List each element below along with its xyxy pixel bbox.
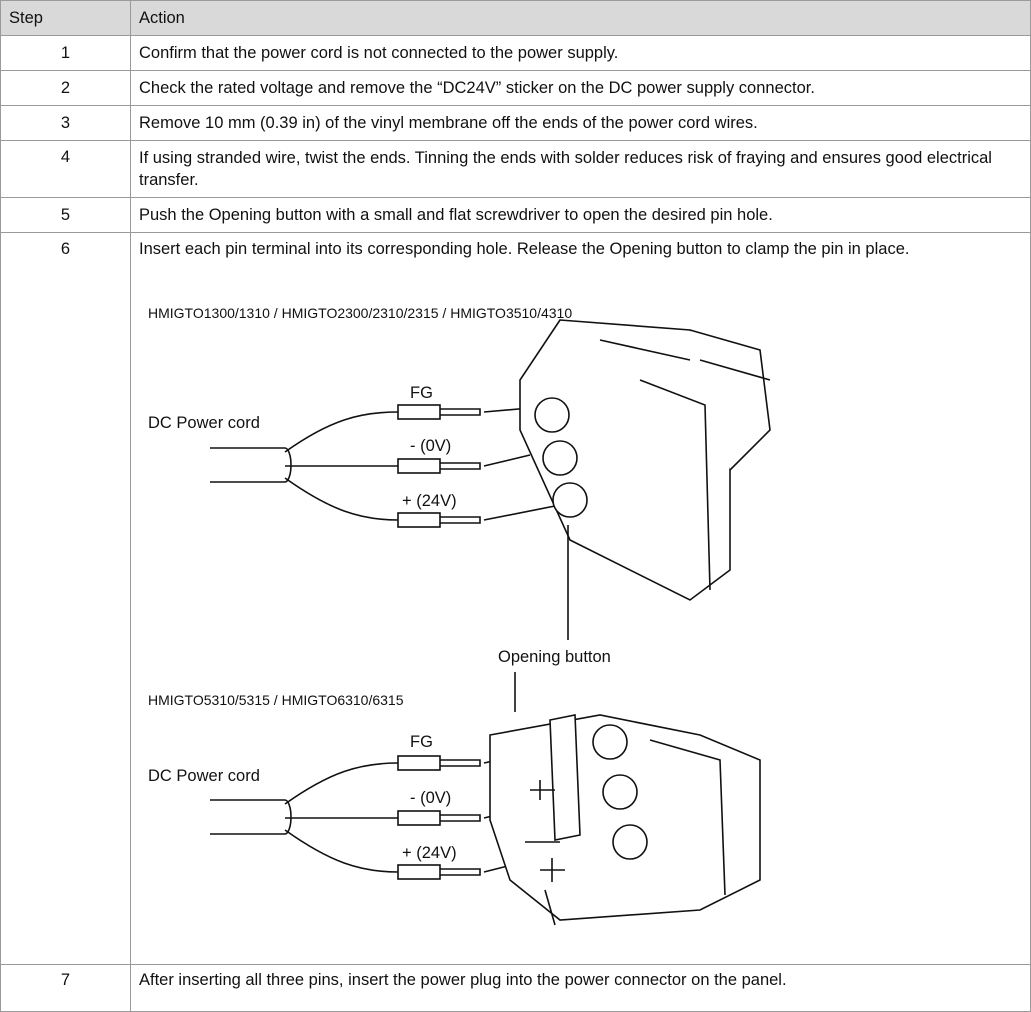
cord-label: DC Power cord <box>148 767 260 785</box>
row: 5 Push the Opening button with a small an… <box>0 197 1031 233</box>
action: If using stranded wire, twist the ends. … <box>130 140 1031 198</box>
opening-button-label: Opening button <box>498 648 611 666</box>
wire-label: - (0V) <box>410 437 451 455</box>
wire-label: - (0V) <box>410 789 451 807</box>
diagram-caption: HMIGTO1300/1310 / HMIGTO2300/2310/2315 /… <box>148 305 572 321</box>
action: After inserting all three pins, insert t… <box>130 964 1031 1012</box>
wire-label: FG <box>410 733 433 751</box>
wire-label: + (24V) <box>402 492 457 510</box>
diagram-caption: HMIGTO5310/5315 / HMIGTO6310/6315 <box>148 692 404 708</box>
step: 1 <box>0 35 131 71</box>
cord-label: DC Power cord <box>148 414 260 432</box>
row: 1 Confirm that the power cord is not conn… <box>0 35 1031 71</box>
row: 7 After inserting all three pins, insert … <box>0 964 1031 1012</box>
action: Check the rated voltage and remove the “… <box>130 70 1031 106</box>
action: Confirm that the power cord is not conne… <box>130 35 1031 71</box>
header-cell: Step <box>0 0 131 36</box>
step: 6 <box>0 232 131 965</box>
action: Push the Opening button with a small and… <box>130 197 1031 233</box>
wire-label: FG <box>410 384 433 402</box>
top-assembly <box>210 319 771 640</box>
row: 4 If using stranded wire, twist the ends.… <box>0 140 1031 198</box>
bottom-assembly <box>210 672 761 926</box>
row: 2 Check the rated voltage and remove the … <box>0 70 1031 106</box>
wire-label: + (24V) <box>402 844 457 862</box>
